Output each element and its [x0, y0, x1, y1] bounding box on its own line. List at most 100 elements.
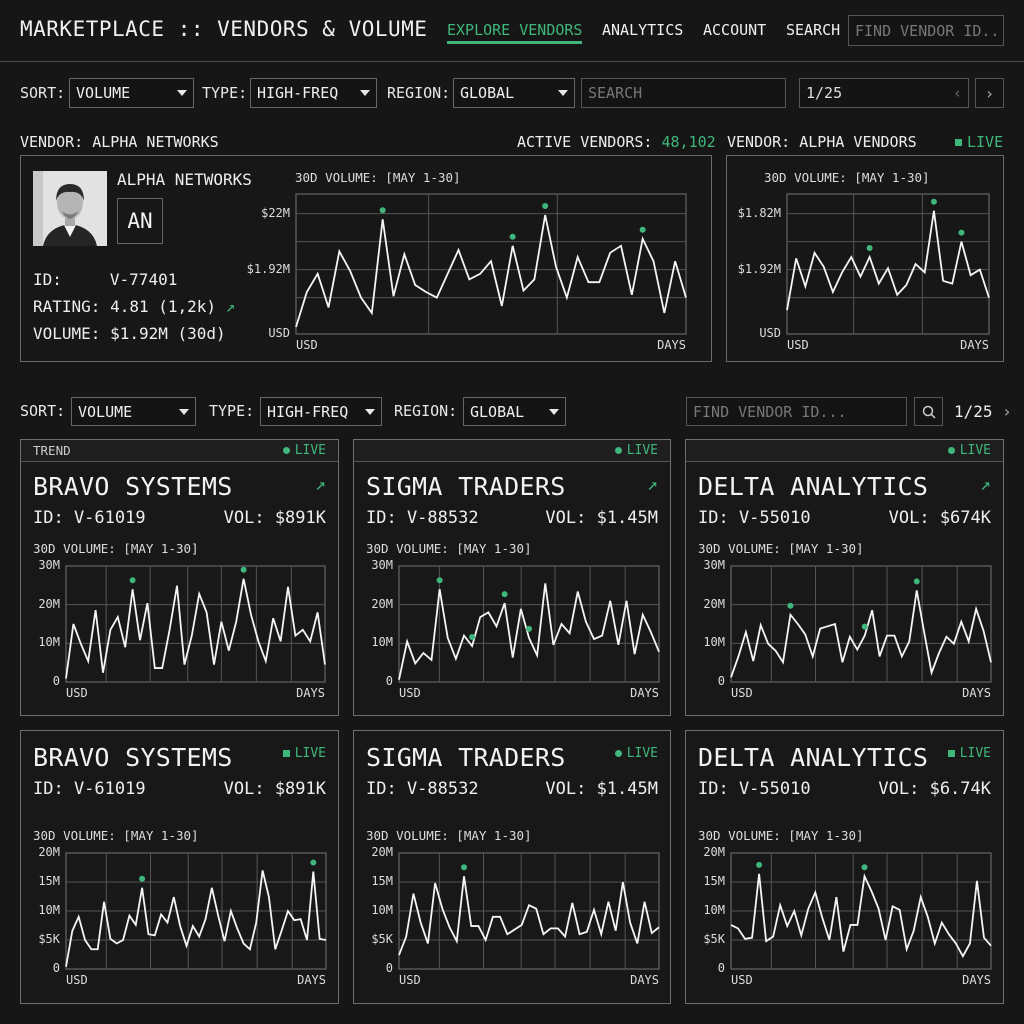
- type-select-2[interactable]: HIGH-FREQ: [260, 397, 382, 426]
- vendor-card[interactable]: TREND LIVE BRAVO SYSTEMS ↗ ID: V-61019 V…: [20, 439, 339, 716]
- x-axis-label-left: USD: [787, 338, 809, 352]
- live-indicator: LIVE: [282, 443, 326, 458]
- chart-title: 30D VOLUME: [MAY 1-30]: [33, 828, 199, 843]
- nav-explore-vendors[interactable]: EXPLORE VENDORS: [447, 21, 583, 44]
- live-dot-icon: [614, 447, 622, 454]
- vendor-id-search-input[interactable]: FIND VENDOR ID...: [686, 397, 907, 426]
- card-head-label: TREND: [33, 443, 71, 458]
- line-chart: [65, 565, 326, 683]
- y-axis-tick: $5K: [703, 932, 725, 946]
- y-axis-tick: 0: [385, 674, 393, 688]
- nav-account[interactable]: ACCOUNT: [703, 21, 767, 39]
- y-axis-tick: 15M: [38, 874, 60, 888]
- page-value: 1/25: [954, 402, 993, 421]
- active-vendors-count: 48,102: [661, 133, 716, 151]
- chart-title: 30D VOLUME: [MAY 1-30]: [366, 828, 532, 843]
- nav-analytics[interactable]: ANALYTICS: [602, 21, 684, 39]
- type-value: HIGH-FREQ: [267, 402, 349, 421]
- y-axis-tick: 0: [717, 961, 725, 975]
- vendor-card[interactable]: DELTA ANALYTICS LIVE ID: V-55010 VOL: $6…: [685, 730, 1004, 1004]
- y-axis-tick: $22M: [261, 205, 290, 220]
- x-axis-label-right: DAYS: [960, 338, 989, 352]
- type-label-2: TYPE:: [209, 402, 255, 420]
- region-select[interactable]: GLOBAL: [453, 78, 575, 108]
- chevron-right-icon: ›: [984, 83, 995, 103]
- vendor-card[interactable]: SIGMA TRADERS LIVE ID: V-88532 VOL: $1.4…: [353, 730, 671, 1004]
- vendor-card[interactable]: LIVE DELTA ANALYTICS ↗ ID: V-55010 VOL: …: [685, 439, 1004, 716]
- type-select[interactable]: HIGH-FREQ: [250, 78, 377, 108]
- side-section-label: VENDOR: ALPHA VENDORS: [727, 133, 917, 151]
- vendor-id: ID: V-88532: [366, 779, 479, 799]
- trend-up-icon[interactable]: ↗: [315, 474, 326, 495]
- chevron-down-icon: [365, 408, 375, 415]
- featured-vendor-panel: ALPHA NETWORKS AN ID: V-77401 RATING: 4.8…: [20, 155, 712, 362]
- sort-label-2: SORT:: [20, 402, 66, 420]
- x-axis-label-left: USD: [731, 686, 753, 700]
- x-axis-label-right: DAYS: [296, 686, 325, 700]
- x-axis-label-right: DAYS: [630, 686, 659, 700]
- volume-label: VOLUME:: [33, 324, 101, 343]
- live-label: LIVE: [294, 746, 326, 761]
- live-dot-icon: [282, 447, 290, 454]
- chart-title: 30D VOLUME: [MAY 1-30]: [698, 828, 864, 843]
- side-vendor-panel: 30D VOLUME: [MAY 1-30] $1.82M $1.92M USD US…: [726, 155, 1004, 362]
- y-axis-tick: $5K: [371, 932, 393, 946]
- live-dot-icon: [282, 750, 290, 757]
- x-axis-label-left: USD: [66, 686, 88, 700]
- next-page-button[interactable]: ›: [975, 78, 1004, 108]
- y-axis-tick: 0: [52, 674, 60, 688]
- trend-up-icon[interactable]: ↗: [980, 474, 991, 495]
- y-axis-tick: $1.82M: [737, 205, 781, 220]
- id-value: V-77401: [109, 270, 178, 289]
- region-value: GLOBAL: [460, 84, 515, 102]
- vendor-volume-chart: 30M 20M 10M 0 USD DAYS: [38, 558, 326, 700]
- y-axis-tick: 15M: [371, 874, 393, 888]
- chevron-left-icon[interactable]: ‹: [952, 84, 962, 102]
- sort-select[interactable]: VOLUME: [69, 78, 194, 108]
- region-label: REGION:: [387, 84, 451, 102]
- sort-select-2[interactable]: VOLUME: [71, 397, 196, 426]
- top-bar: MARKETPLACE :: VENDORS & VOLUME EXPLORE …: [0, 0, 1024, 62]
- live-label: LIVE: [967, 133, 1004, 151]
- live-indicator: LIVE: [955, 133, 1003, 151]
- active-vendors-label: ACTIVE VENDORS:: [517, 133, 653, 151]
- live-dot-icon: [614, 750, 622, 757]
- x-axis-label-right: DAYS: [962, 686, 991, 700]
- chevron-right-icon[interactable]: ›: [1002, 402, 1012, 421]
- y-axis-tick: 10M: [703, 635, 725, 650]
- filter-search-input[interactable]: SEARCH: [581, 78, 786, 108]
- line-chart: [65, 852, 327, 970]
- chart-title: 30D VOLUME: [MAY 1-30]: [366, 541, 532, 556]
- vendor-volume: VOL: $891K: [223, 508, 326, 528]
- y-axis-tick: 20M: [38, 596, 60, 611]
- y-axis-tick: 0: [717, 674, 725, 688]
- vendor-volume: VOLUME: $1.92M (30d): [33, 324, 226, 343]
- y-axis-tick: 0: [385, 961, 393, 975]
- vendor-card[interactable]: LIVE SIGMA TRADERS ↗ ID: V-88532 VOL: $1…: [353, 439, 671, 716]
- sort-value: VOLUME: [76, 84, 131, 102]
- chevron-down-icon: [549, 408, 559, 415]
- trend-up-icon[interactable]: ↗: [647, 474, 658, 495]
- y-axis-tick: 20M: [703, 845, 725, 859]
- vendor-name: SIGMA TRADERS: [366, 743, 566, 772]
- line-chart: [295, 193, 687, 335]
- nav-search[interactable]: SEARCH: [786, 21, 841, 39]
- featured-volume-chart: $22M $1.92M USD USD DAYS: [247, 193, 687, 352]
- vendor-name: SIGMA TRADERS: [366, 472, 566, 501]
- live-indicator: LIVE: [282, 746, 326, 761]
- search-button[interactable]: [914, 397, 943, 426]
- vendor-volume-chart: 20M 15M 10M $5K 0 USD DAYS: [371, 845, 660, 987]
- line-chart: [730, 852, 992, 970]
- card-header: LIVE: [686, 440, 1003, 462]
- vendor-card[interactable]: BRAVO SYSTEMS LIVE ID: V-61019 VOL: $891…: [20, 730, 339, 1004]
- rating-value: 4.81 (1,2k): [110, 297, 217, 316]
- live-indicator: LIVE: [947, 746, 991, 761]
- live-label: LIVE: [294, 443, 326, 458]
- y-axis-tick: 20M: [371, 845, 393, 859]
- vendor-volume-chart: 30M 20M 10M 0 USD DAYS: [371, 558, 660, 700]
- header-search-input[interactable]: FIND VENDOR ID..: [848, 15, 1004, 46]
- rating-label: RATING:: [33, 297, 101, 316]
- region-select-2[interactable]: GLOBAL: [463, 397, 566, 426]
- x-axis-label-right: DAYS: [962, 973, 991, 987]
- person-photo-icon: [33, 171, 107, 246]
